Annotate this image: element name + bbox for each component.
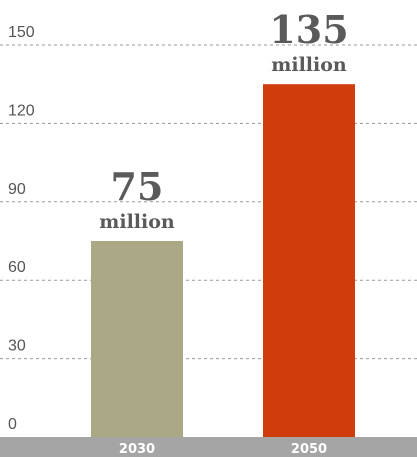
x-tick-label: 2050 xyxy=(291,442,327,457)
y-tick-label: 60 xyxy=(8,259,26,276)
x-axis-band xyxy=(0,437,417,457)
data-label-unit: million xyxy=(271,54,347,76)
x-axis-labels: 2030 2050 xyxy=(119,442,327,457)
y-tick-label: 30 xyxy=(8,338,26,355)
data-label-value: 135 xyxy=(269,7,348,52)
x-tick-label: 2030 xyxy=(119,442,155,457)
y-tick-label: 90 xyxy=(8,181,26,198)
y-tick-label: 120 xyxy=(8,102,35,119)
bars xyxy=(91,84,355,437)
bar-2050 xyxy=(263,84,355,437)
y-tick-label: 0 xyxy=(8,416,17,433)
y-tick-label: 150 xyxy=(8,24,35,41)
data-label-value: 75 xyxy=(111,164,164,209)
y-axis-ticks: 0 30 60 90 120 150 xyxy=(8,24,35,433)
bar-2030 xyxy=(91,241,183,437)
data-label-unit: million xyxy=(99,211,175,233)
